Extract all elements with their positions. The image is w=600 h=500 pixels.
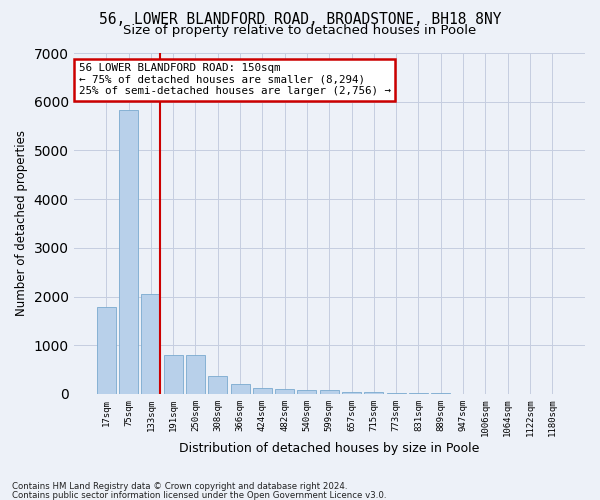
Bar	[119, 110, 138, 394]
Bar	[208, 376, 227, 394]
Bar	[409, 393, 428, 394]
Bar	[342, 392, 361, 394]
Bar	[320, 390, 339, 394]
Bar	[364, 392, 383, 394]
Text: Size of property relative to detached houses in Poole: Size of property relative to detached ho…	[124, 24, 476, 37]
Y-axis label: Number of detached properties: Number of detached properties	[15, 130, 28, 316]
Bar	[386, 392, 406, 394]
Text: Contains HM Land Registry data © Crown copyright and database right 2024.: Contains HM Land Registry data © Crown c…	[12, 482, 347, 491]
Bar	[275, 390, 294, 394]
Bar	[97, 308, 116, 394]
Text: 56 LOWER BLANDFORD ROAD: 150sqm
← 75% of detached houses are smaller (8,294)
25%: 56 LOWER BLANDFORD ROAD: 150sqm ← 75% of…	[79, 63, 391, 96]
Text: Contains public sector information licensed under the Open Government Licence v3: Contains public sector information licen…	[12, 490, 386, 500]
X-axis label: Distribution of detached houses by size in Poole: Distribution of detached houses by size …	[179, 442, 479, 455]
Text: 56, LOWER BLANDFORD ROAD, BROADSTONE, BH18 8NY: 56, LOWER BLANDFORD ROAD, BROADSTONE, BH…	[99, 12, 501, 28]
Bar	[164, 355, 182, 394]
Bar	[298, 390, 316, 394]
Bar	[142, 294, 160, 394]
Bar	[230, 384, 250, 394]
Bar	[186, 356, 205, 394]
Bar	[253, 388, 272, 394]
